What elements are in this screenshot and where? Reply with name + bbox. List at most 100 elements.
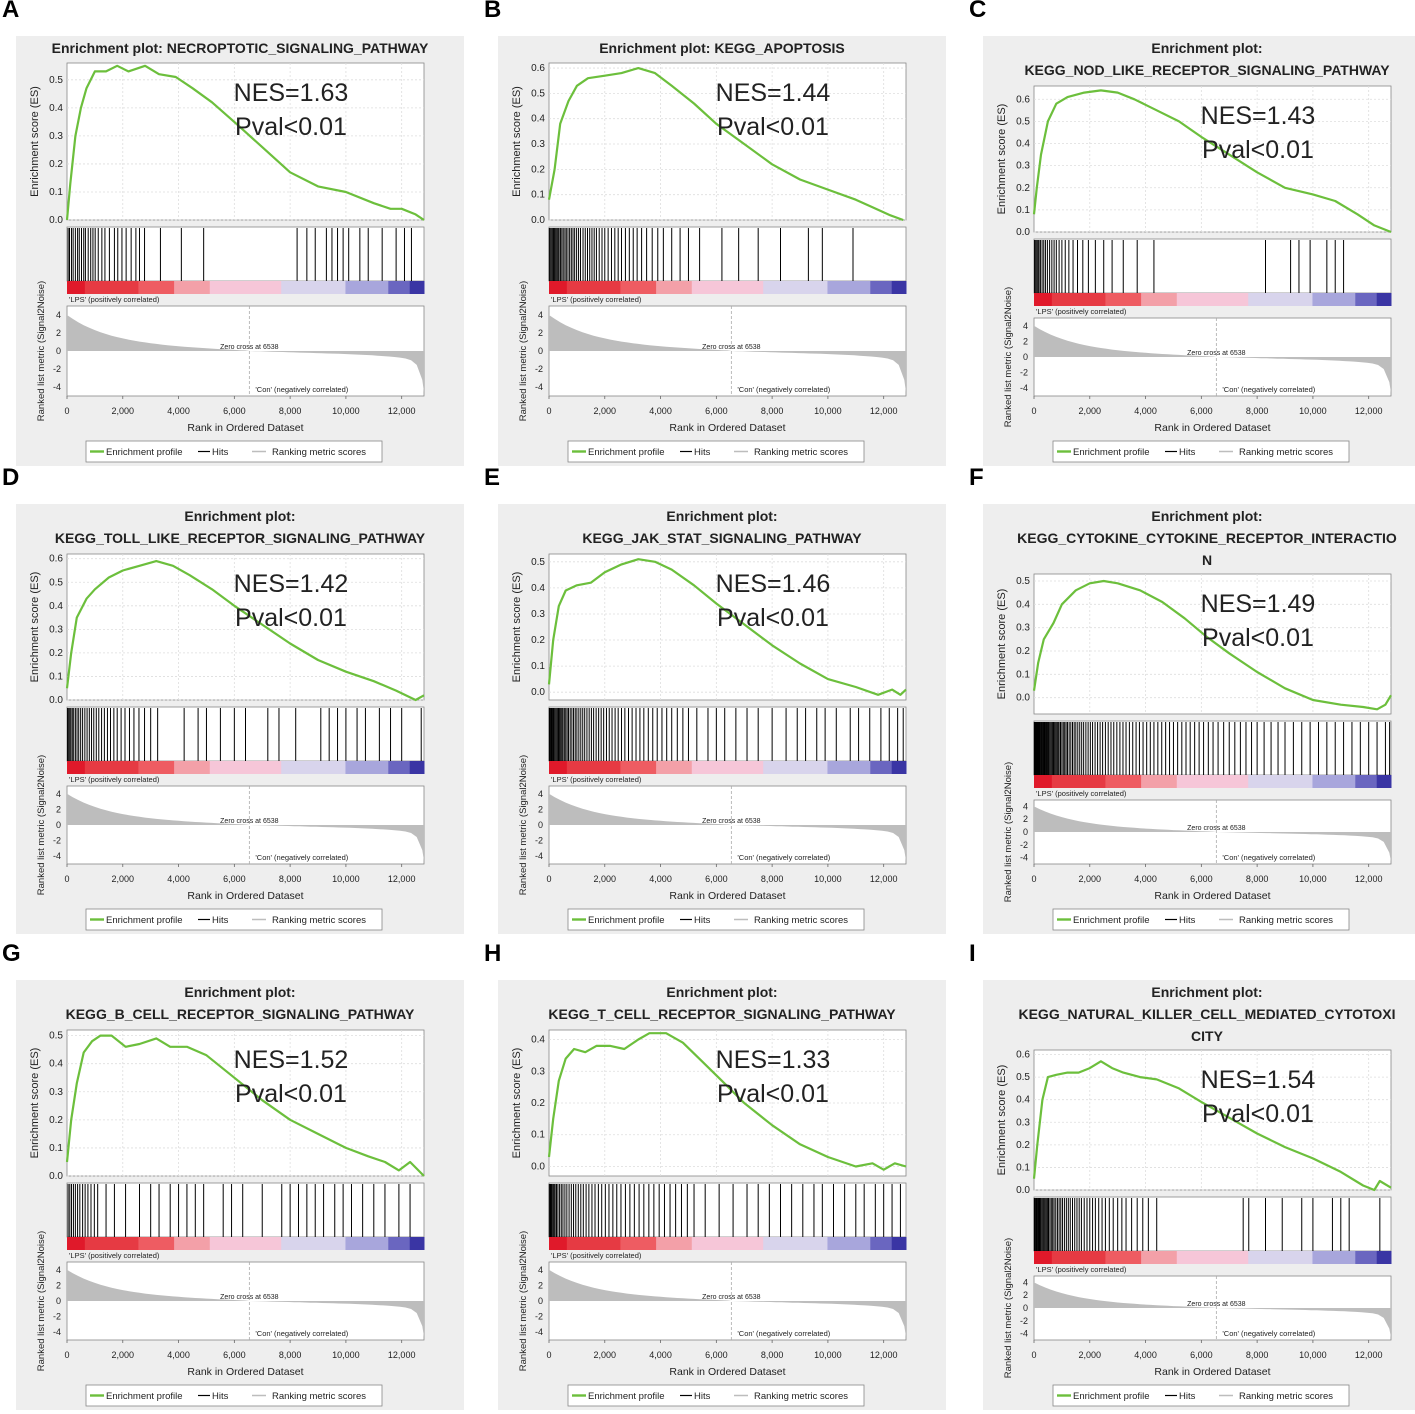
pval-value: Pval<0.01	[1202, 624, 1314, 652]
metric-tick-label: 0	[1023, 352, 1028, 362]
es-tick-label: 0.6	[49, 554, 63, 565]
x-axis-label: Rank in Ordered Dataset	[187, 890, 303, 902]
negative-correlation-label: 'Con' (negatively correlated)	[255, 1329, 348, 1338]
heatmap-segment	[174, 1237, 211, 1250]
positive-correlation-label: 'LPS' (positively correlated)	[69, 295, 160, 304]
x-tick-label: 10,000	[332, 1350, 360, 1360]
panel-letter: E	[484, 464, 501, 491]
zero-cross-label: Zero cross at 6538	[220, 344, 278, 351]
x-tick-label: 6,000	[705, 406, 728, 416]
x-tick-label: 12,000	[870, 406, 898, 416]
heatmap-segment	[1176, 293, 1249, 306]
x-tick-label: 10,000	[814, 1350, 842, 1360]
metric-axis-label: Ranked list metric (Signal2Noise)	[36, 1231, 47, 1371]
zero-cross-label: Zero cross at 6538	[702, 344, 760, 351]
es-tick-label: 0.1	[531, 661, 545, 672]
x-axis-label: Rank in Ordered Dataset	[1154, 422, 1270, 434]
x-tick-label: 2,000	[1079, 1350, 1102, 1360]
x-tick-label: 4,000	[649, 406, 672, 416]
enrichment-profile-line	[547, 1032, 907, 1171]
es-tick-label: 0.1	[1016, 205, 1030, 216]
gsea-plot-svg: Enrichment plot: KEGG_B_CELL_RECEPTOR_SIG…	[29, 984, 425, 1407]
es-tick-label: 0.3	[49, 624, 63, 635]
legend-ranking-metric: Ranking metric scores	[1239, 915, 1333, 926]
x-tick-label: 2,000	[594, 1350, 617, 1360]
heatmap-segment	[281, 1237, 346, 1250]
metric-tick-label: -4	[53, 1327, 61, 1337]
positive-correlation-label: 'LPS' (positively correlated)	[69, 1251, 160, 1260]
es-tick-label: 0.2	[531, 164, 545, 175]
heatmap-segment	[1355, 293, 1378, 306]
hits-area	[66, 1182, 425, 1238]
x-tick-label: 2,000	[112, 874, 135, 884]
legend-hits: Hits	[1179, 1391, 1196, 1402]
pval-value: Pval<0.01	[1202, 136, 1314, 164]
heatmap-segment	[827, 1237, 871, 1250]
heatmap-segment	[1034, 775, 1053, 788]
legend-ranking-metric: Ranking metric scores	[272, 447, 366, 458]
legend-box	[85, 440, 383, 463]
enrichment-profile-line	[65, 559, 425, 702]
heatmap-segment	[827, 281, 871, 294]
heatmap-segment	[549, 281, 568, 294]
metric-tick-label: 2	[1023, 1290, 1028, 1300]
x-tick-label: 12,000	[870, 1350, 898, 1360]
x-tick-label: 10,000	[1299, 1350, 1327, 1360]
plot-title-line: Enrichment plot: KEGG_APOPTOSIS	[599, 40, 845, 56]
pval-value: Pval<0.01	[235, 1080, 347, 1108]
gsea-plot-svg: Enrichment plot: KEGG_CYTOKINE_CYTOKINE_R…	[996, 508, 1397, 931]
heatmap-segment	[1051, 775, 1106, 788]
legend-ranking-metric: Ranking metric scores	[754, 1391, 848, 1402]
es-tick-label: 0.1	[49, 187, 63, 198]
panel-letter: G	[2, 940, 21, 967]
x-tick-label: 4,000	[1134, 874, 1157, 884]
heatmap-segment	[1034, 293, 1053, 306]
plot-title-line: KEGG_B_CELL_RECEPTOR_SIGNALING_PATHWAY	[66, 1006, 415, 1022]
x-tick-label: 8,000	[279, 874, 302, 884]
legend-ranking-metric: Ranking metric scores	[1239, 447, 1333, 458]
plot-title-line: KEGG_T_CELL_RECEPTOR_SIGNALING_PATHWAY	[548, 1006, 896, 1022]
heatmap-segment	[870, 1237, 893, 1250]
es-tick-label: 0.1	[1016, 1162, 1030, 1173]
es-plot-area	[1033, 573, 1392, 715]
nes-value: NES=1.44	[716, 79, 831, 107]
metric-axis-label: Ranked list metric (Signal2Noise)	[1003, 1238, 1014, 1378]
heatmap-segment	[1141, 775, 1178, 788]
x-tick-label: 4,000	[649, 874, 672, 884]
hits-area	[548, 226, 907, 282]
heatmap-segment	[409, 281, 425, 294]
plot-title-line: KEGG_TOLL_LIKE_RECEPTOR_SIGNALING_PATHWA…	[55, 530, 426, 546]
gsea-figure: Enrichment plot: KEGG_B_CELL_RECEPTOR_SIG…	[16, 980, 464, 1410]
legend-hits: Hits	[212, 915, 229, 926]
heatmap-segment	[388, 1237, 411, 1250]
heatmap-segment	[891, 1237, 907, 1250]
heatmap-segment	[1376, 1251, 1392, 1264]
heatmap-segment	[566, 1237, 621, 1250]
panel-c: C Enrichment plot: KEGG_NOD_LIKE_RECEPTOR_…	[967, 0, 1415, 470]
heatmap-segment	[620, 1237, 657, 1250]
x-tick-label: 8,000	[1246, 874, 1269, 884]
es-tick-label: 0.0	[531, 215, 545, 226]
enrichment-profile-line	[1032, 579, 1392, 711]
x-tick-label: 10,000	[814, 874, 842, 884]
gsea-figure: Enrichment plot: KEGG_CYTOKINE_CYTOKINE_R…	[983, 504, 1415, 934]
x-tick-label: 8,000	[1246, 406, 1269, 416]
es-tick-label: 0.0	[1016, 227, 1030, 238]
positive-correlation-label: 'LPS' (positively correlated)	[1036, 307, 1127, 316]
metric-tick-label: 0	[56, 820, 61, 830]
panel-letter: H	[484, 940, 502, 967]
negative-correlation-label: 'Con' (negatively correlated)	[255, 385, 348, 394]
es-plot-area	[66, 62, 425, 221]
negative-correlation-label: 'Con' (negatively correlated)	[255, 853, 348, 862]
enrichment-profile-line	[65, 1034, 425, 1177]
legend-box	[1052, 908, 1350, 931]
plot-title-line: Enrichment plot:	[184, 984, 295, 1000]
heatmap-segment	[67, 1237, 86, 1250]
heatmap-segment	[1355, 1251, 1378, 1264]
es-plot-area	[548, 553, 907, 701]
es-tick-label: 0.5	[49, 1031, 63, 1042]
ranking-metric-area	[549, 315, 906, 393]
metric-tick-label: -2	[53, 836, 61, 846]
es-tick-label: 0.5	[531, 557, 545, 568]
legend-box	[85, 1384, 383, 1407]
